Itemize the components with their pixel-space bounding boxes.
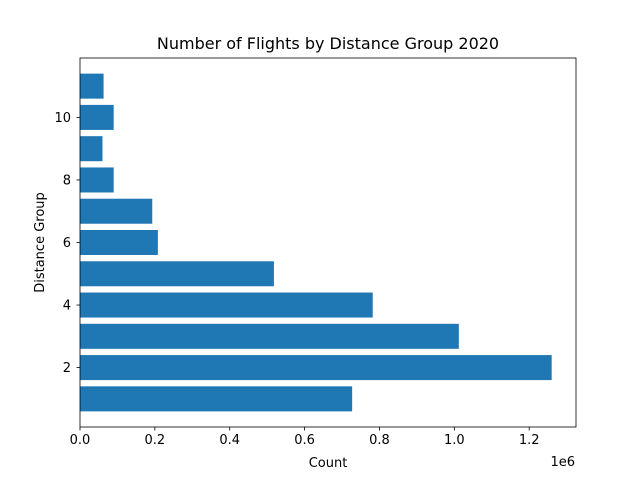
bar-group-4 [80,292,373,318]
bar-group-9 [80,136,103,162]
y-tick-label: 8 [63,173,71,188]
x-tick-label: 0.2 [145,433,166,448]
chart-title: Number of Flights by Distance Group 2020 [157,34,499,53]
bar-group-7 [80,198,153,224]
y-axis-ticks: 2 4 6 8 10 [54,111,80,376]
bar-group-8 [80,167,114,193]
x-axis-ticks: 0.0 0.2 0.4 0.6 0.8 1.0 1.2 [70,427,540,448]
x-tick-label: 1.0 [444,433,465,448]
y-tick-label: 10 [54,111,71,126]
bar-group-2 [80,355,552,381]
bar-group-1 [80,386,353,412]
x-axis-label: Count [309,456,348,471]
y-tick-label: 2 [63,361,71,376]
y-tick-label: 6 [63,236,71,251]
x-tick-label: 1.2 [519,433,540,448]
y-axis-label: Distance Group [33,192,48,293]
x-axis-offset-label: 1e6 [550,455,575,470]
bars-group [80,73,552,412]
bar-group-10 [80,104,114,130]
x-tick-label: 0.0 [70,433,91,448]
x-tick-label: 0.4 [219,433,240,448]
bar-group-11 [80,73,104,99]
bar-group-3 [80,323,459,349]
bar-group-5 [80,261,274,287]
plot-frame [79,57,577,428]
y-tick-label: 4 [63,299,71,314]
bar-group-6 [80,229,158,256]
x-tick-label: 0.6 [294,433,315,448]
x-tick-label: 0.8 [369,433,390,448]
